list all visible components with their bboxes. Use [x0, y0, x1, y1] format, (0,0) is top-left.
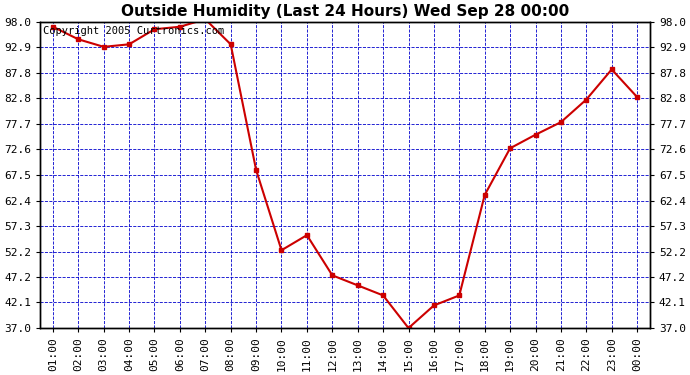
Title: Outside Humidity (Last 24 Hours) Wed Sep 28 00:00: Outside Humidity (Last 24 Hours) Wed Sep…	[121, 4, 569, 19]
Text: Copyright 2005 Curtronics.com: Copyright 2005 Curtronics.com	[43, 26, 224, 36]
